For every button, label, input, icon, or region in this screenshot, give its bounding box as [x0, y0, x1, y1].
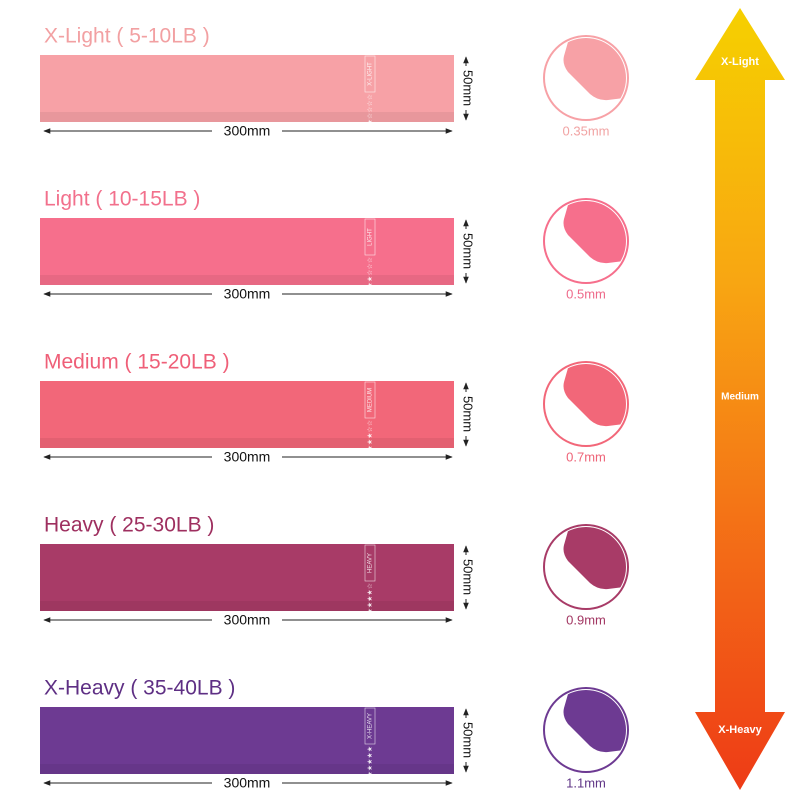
band-tag: ★★★☆☆ MEDIUM — [364, 381, 376, 451]
band-title: Light ( 10-15LB ) — [44, 188, 200, 211]
band-rating: ★☆☆☆☆ — [366, 94, 374, 125]
width-label: 50mm — [461, 396, 476, 432]
band-tag-text: X-LIGHT — [368, 62, 374, 86]
band-tag-box — [364, 544, 376, 582]
length-label-bg — [212, 612, 282, 628]
band-rating: ★★★☆☆ — [366, 420, 374, 451]
length-label-bg — [212, 449, 282, 465]
band — [40, 218, 454, 285]
scale-middle: Medium — [721, 392, 759, 403]
length-label: 300mm — [224, 286, 271, 302]
band-tag-box — [364, 218, 376, 256]
band — [40, 55, 454, 122]
band-tag-text: LIGHT — [368, 228, 374, 246]
length-label: 300mm — [224, 612, 271, 628]
band — [40, 381, 454, 448]
width-label-bg — [459, 66, 474, 110]
band-title: X-Heavy ( 35-40LB ) — [44, 677, 235, 700]
length-label-bg — [212, 286, 282, 302]
scale-top: X-Light — [721, 56, 759, 68]
width-label: 50mm — [461, 559, 476, 595]
thickness-label: 1.1mm — [566, 775, 606, 790]
band-shade — [40, 112, 454, 122]
thickness-label: 0.5mm — [566, 286, 606, 301]
strength-arrow — [695, 8, 785, 790]
width-label: 50mm — [461, 70, 476, 106]
thickness-label: 0.9mm — [566, 612, 606, 627]
length-label-bg — [212, 775, 282, 791]
length-label: 300mm — [224, 775, 271, 791]
thickness-label: 0.7mm — [566, 449, 606, 464]
band-shade — [40, 438, 454, 448]
band-tag-box — [364, 55, 376, 93]
scale-bottom: X-Heavy — [718, 724, 762, 736]
band-tag-text: MEDIUM — [368, 388, 374, 412]
band-rating: ★★★★☆ — [366, 583, 374, 614]
band-tag: ★★★★★ X-HEAVY — [364, 707, 376, 777]
band — [40, 544, 454, 611]
band — [40, 707, 454, 774]
width-label-bg — [459, 718, 474, 762]
width-label-bg — [459, 229, 474, 273]
band-tag: ★☆☆☆☆ X-LIGHT — [364, 55, 376, 125]
band-tag-text: HEAVY — [368, 553, 374, 573]
thickness-label: 0.35mm — [563, 123, 610, 138]
band-rating: ★★★★★ — [366, 746, 374, 777]
band-rating: ★★☆☆☆ — [366, 257, 374, 288]
band-title: Heavy ( 25-30LB ) — [44, 514, 214, 537]
length-label: 300mm — [224, 449, 271, 465]
width-label-bg — [459, 555, 474, 599]
band-tag: ★★☆☆☆ LIGHT — [364, 218, 376, 288]
band-shade — [40, 275, 454, 285]
width-label: 50mm — [461, 722, 476, 758]
band-tag-box — [364, 381, 376, 419]
band-shade — [40, 764, 454, 774]
length-label-bg — [212, 123, 282, 139]
width-label-bg — [459, 392, 474, 436]
band-shade — [40, 601, 454, 611]
band-tag-box — [364, 707, 376, 745]
length-label: 300mm — [224, 123, 271, 139]
band-tag-text: X-HEAVY — [368, 713, 374, 739]
width-label: 50mm — [461, 233, 476, 269]
band-tag: ★★★★☆ HEAVY — [364, 544, 376, 614]
band-title: Medium ( 15-20LB ) — [44, 351, 230, 374]
band-title: X-Light ( 5-10LB ) — [44, 25, 210, 48]
